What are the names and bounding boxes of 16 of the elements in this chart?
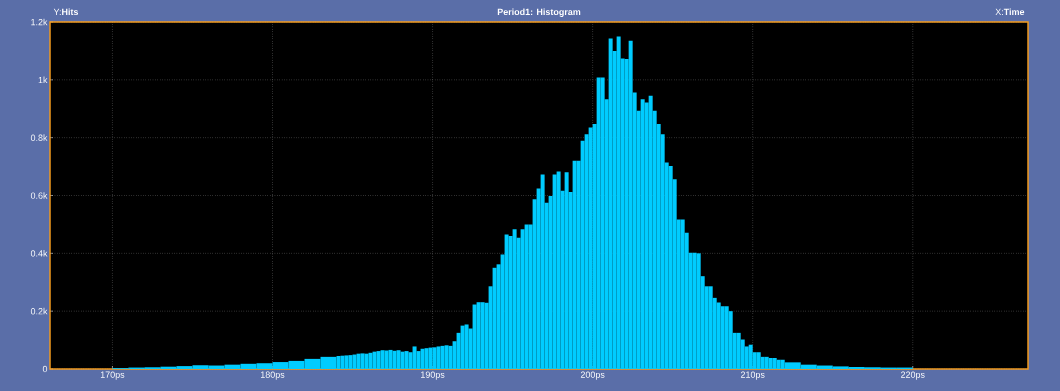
y-tick-label: 0.8k: [30, 134, 48, 141]
chart-title: Period1: Histogram: [497, 8, 581, 17]
y-tick-label: 1k: [38, 76, 48, 84]
y-tick-label: 0.4k: [30, 250, 48, 257]
y-tick-label: 0.2k: [30, 307, 48, 315]
x-tick-label: 190ps: [421, 371, 445, 380]
y-tick-label: 0.6k: [30, 192, 48, 199]
y-tick-label: 0: [42, 365, 48, 373]
x-tick-label: 180ps: [260, 371, 285, 380]
x-tick-label: 170ps: [100, 371, 125, 380]
x-tick-label: 210ps: [740, 371, 765, 380]
y-axis-title: Y:Hits: [53, 8, 79, 16]
y-tick-label: 1.2k: [31, 18, 48, 26]
x-axis-title: X:Time: [995, 8, 1025, 16]
x-tick-label: 220ps: [901, 371, 925, 380]
x-tick-label: 200ps: [580, 371, 605, 380]
